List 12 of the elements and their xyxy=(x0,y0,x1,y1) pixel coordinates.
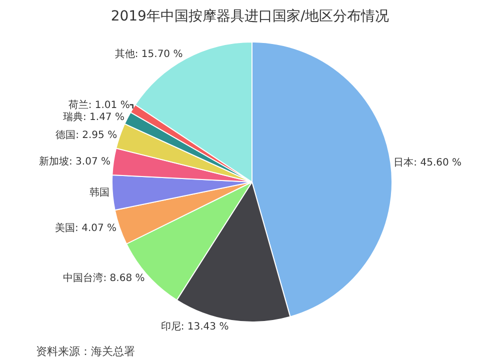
text: 资料来源：海关总署 xyxy=(36,345,135,358)
slice-label: 新加坡: 3.07 % xyxy=(39,155,111,168)
slice-label: 美国: 4.07 % xyxy=(55,222,117,234)
chart-title: 2019年中国按摩器具进口国家/地区分布情况 xyxy=(110,8,390,25)
slice-label: 瑞典: 1.47 % xyxy=(62,110,124,123)
slice-label: 韩国 xyxy=(89,186,110,199)
slice-label: 日本: 45.60 % xyxy=(394,156,462,169)
slice-label: 荷兰: 1.01 % xyxy=(68,98,130,111)
slice-label: 其他: 15.70 % xyxy=(114,48,183,60)
slice-label: 德国: 2.95 % xyxy=(56,130,118,141)
slice-label: 印尼: 13.43 % xyxy=(160,320,229,332)
slice-label: 中国台湾: 8.68 % xyxy=(63,272,145,284)
